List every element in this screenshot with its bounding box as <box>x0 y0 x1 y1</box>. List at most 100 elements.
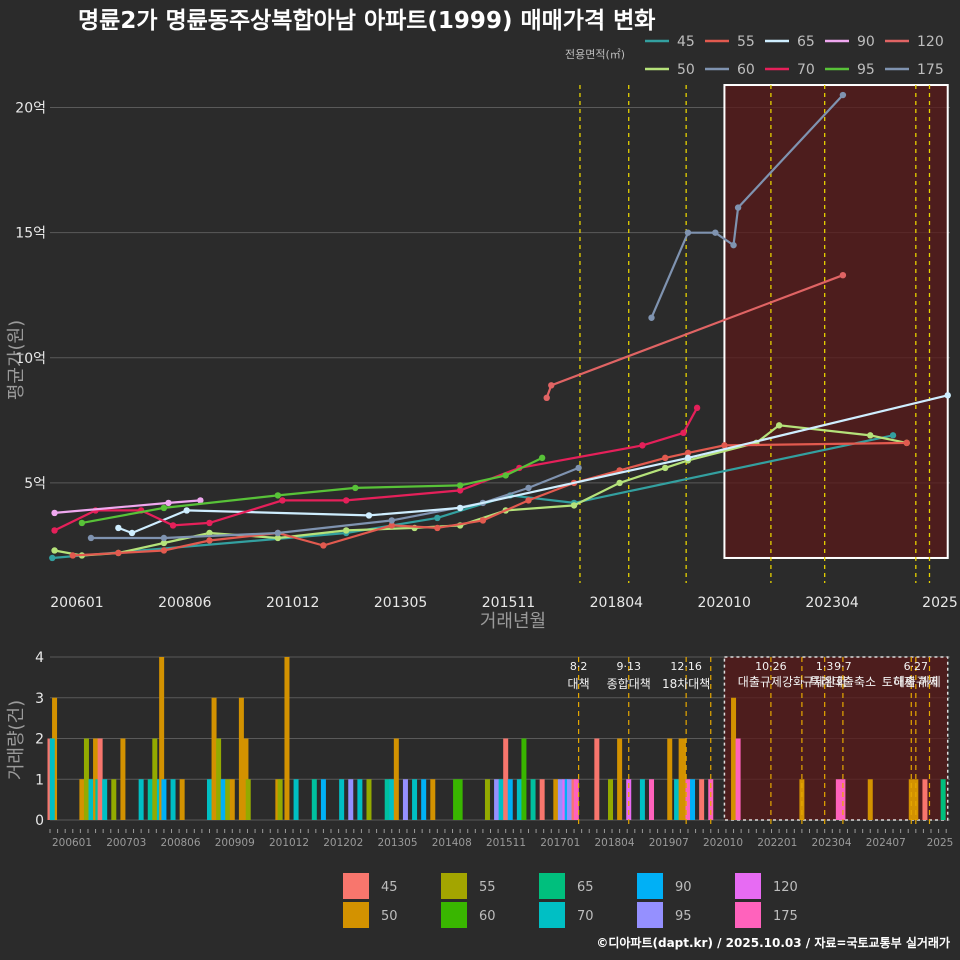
data-point-60 <box>575 464 582 472</box>
data-point-95 <box>274 492 282 499</box>
bar-x-tick-label: 2025 <box>927 837 954 849</box>
bar-legend: 45 50 55 60 65 70 90 95 120 175 <box>343 873 798 928</box>
line-panel: 5억 10억 15억 20억 200601 200806 201012 201305 20151… <box>15 84 958 611</box>
x-tick-label: 200806 <box>158 595 212 611</box>
data-point-65 <box>115 524 122 532</box>
bar <box>649 779 655 820</box>
data-point-45 <box>889 432 897 439</box>
data-point-60 <box>160 534 168 542</box>
data-point-55 <box>160 547 168 554</box>
data-point-175 <box>712 229 719 236</box>
bar <box>277 779 283 820</box>
series-line-70 <box>54 407 699 532</box>
data-point-45 <box>434 514 441 522</box>
data-point-175 <box>839 91 847 99</box>
bar <box>573 779 579 820</box>
bar <box>680 738 686 820</box>
legend-label-65: 65 <box>797 34 815 50</box>
bar <box>320 779 326 820</box>
data-point-95 <box>456 482 464 489</box>
bar-legend-swatch-50 <box>343 902 369 928</box>
bar <box>553 779 559 820</box>
data-point-65 <box>684 454 692 462</box>
data-point-55 <box>903 439 910 447</box>
bar <box>216 738 222 820</box>
bar <box>503 738 509 820</box>
bar <box>690 779 696 820</box>
data-point-70 <box>169 522 177 529</box>
policy-label: 특례대출축소 <box>810 675 876 689</box>
bar <box>393 738 399 820</box>
bar <box>674 779 680 820</box>
bar-x-tick-label: 202304 <box>811 837 851 849</box>
data-point-120 <box>839 272 847 279</box>
y-tick-label: 10억 <box>15 351 46 367</box>
legend-label-60: 60 <box>737 62 755 78</box>
bar <box>735 738 741 820</box>
data-point-50 <box>661 464 669 472</box>
bar <box>566 779 572 820</box>
legend-label-50: 50 <box>677 62 695 78</box>
bar <box>731 697 737 820</box>
bar <box>111 779 117 820</box>
bar <box>161 779 167 820</box>
legend-label-55: 55 <box>737 34 755 50</box>
data-point-70 <box>206 519 213 527</box>
policy-label: 대출규제강화 <box>738 675 804 689</box>
bar <box>494 779 500 820</box>
data-point-55 <box>721 442 728 449</box>
bar <box>484 779 490 820</box>
data-point-55 <box>69 552 76 559</box>
legend-label-90: 90 <box>857 34 875 50</box>
data-point-60 <box>87 534 95 542</box>
data-point-175 <box>648 314 655 321</box>
data-point-175 <box>734 204 742 211</box>
data-point-55 <box>388 522 395 529</box>
bar-x-tick-label: 200806 <box>160 837 200 849</box>
data-point-70 <box>693 404 701 412</box>
bar-x-tick-label: 202201 <box>757 837 797 849</box>
policy-label: 규제완화 <box>803 675 847 689</box>
bar <box>867 779 873 820</box>
x-tick-label: 202304 <box>805 595 859 611</box>
bar-x-tick-label: 202407 <box>866 837 906 849</box>
bar-y-tick-label: 1 <box>35 772 44 788</box>
bar-x-tick-label: 201408 <box>432 837 472 849</box>
bar-legend-label-45: 45 <box>381 880 398 895</box>
bar-legend-swatch-95 <box>637 902 663 928</box>
bar <box>402 779 408 820</box>
line-legend: 45 55 65 90 120 50 60 70 95 175 <box>645 34 944 78</box>
highlight-box <box>723 84 949 559</box>
data-point-50 <box>616 479 623 487</box>
bar-legend-label-95: 95 <box>675 909 692 924</box>
policy-date: 12·16 <box>670 660 702 673</box>
bar <box>699 779 705 820</box>
bar <box>430 779 436 820</box>
bar <box>421 779 427 820</box>
bar-legend-label-120: 120 <box>773 880 798 895</box>
bar-x-tick-label: 201701 <box>540 837 580 849</box>
chart-title: 명륜2가 명륜동주상복합아남 아파트(1999) 매매가격 변화 <box>78 8 655 34</box>
bar-x-tick-label: 200703 <box>106 837 146 849</box>
legend-label-95: 95 <box>857 62 875 78</box>
bar <box>594 738 600 820</box>
data-point-120 <box>548 382 555 389</box>
data-point-70 <box>680 429 687 437</box>
bar <box>667 738 673 820</box>
bar-x-tick-label: 201907 <box>649 837 689 849</box>
y-tick-label: 15억 <box>15 226 46 242</box>
bar-legend-label-60: 60 <box>479 909 496 924</box>
bar-y-axis-label: 거래량(건) <box>6 700 27 780</box>
data-point-55 <box>661 454 669 462</box>
bar-x-tick-label: 202010 <box>703 837 743 849</box>
bar <box>608 779 614 820</box>
bar <box>284 657 290 820</box>
bar <box>159 657 165 820</box>
series-line-55 <box>72 441 907 557</box>
data-point-90 <box>197 497 204 504</box>
data-point-55 <box>320 542 327 549</box>
x-tick-label: 201305 <box>374 595 427 611</box>
data-point-60 <box>274 529 282 537</box>
bar <box>138 779 144 820</box>
